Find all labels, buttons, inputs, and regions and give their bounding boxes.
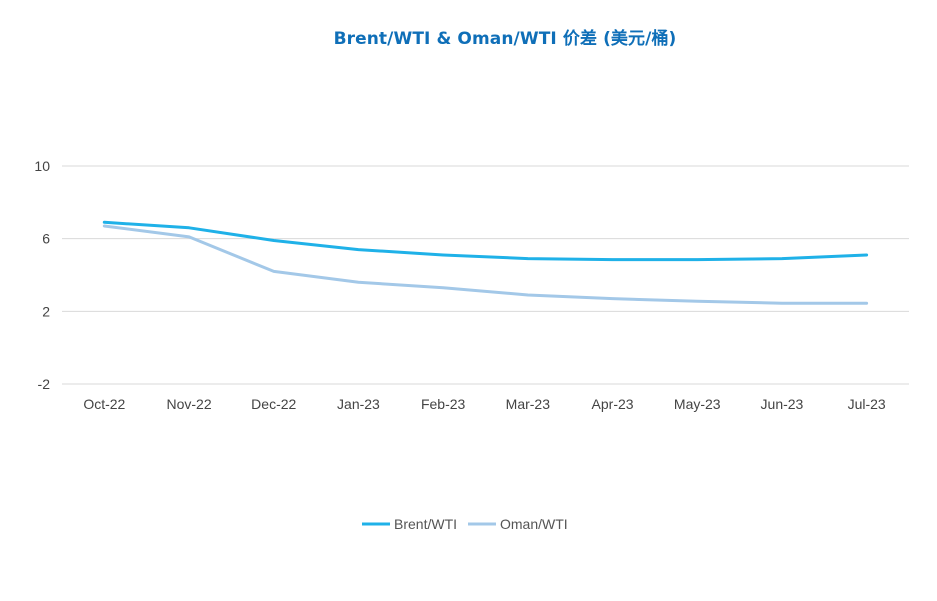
series-line-brent-wti	[102, 220, 869, 262]
x-tick-label: Nov-22	[166, 396, 211, 412]
series-line-oman-wti	[102, 224, 869, 305]
y-tick-label: 10	[34, 158, 50, 174]
y-tick-label: 6	[42, 231, 50, 247]
x-tick-label: Mar-23	[506, 396, 551, 412]
x-tick-label: Dec-22	[251, 396, 296, 412]
series-lines	[102, 220, 869, 305]
y-tick-label: 2	[42, 303, 50, 319]
x-tick-label: Jan-23	[337, 396, 380, 412]
chart-title: Brent/WTI & Oman/WTI 价差 (美元/桶)	[333, 29, 677, 49]
x-tick-label: May-23	[674, 396, 721, 412]
x-axis-ticks: Oct-22 Nov-22 Dec-22 Jan-23 Feb-23 Mar-23 Apr-…	[83, 396, 886, 412]
y-tick-label: -2	[38, 376, 51, 392]
x-tick-label: Oct-22	[83, 396, 125, 412]
y-axis-ticks: 10 6 2 -2	[34, 158, 50, 392]
x-tick-label: Jul-23	[848, 396, 886, 412]
legend-label: Brent/WTI	[394, 516, 457, 532]
x-tick-label: Feb-23	[421, 396, 466, 412]
legend: Brent/WTI Oman/WTI	[362, 516, 568, 532]
x-tick-label: Apr-23	[592, 396, 634, 412]
legend-label: Oman/WTI	[500, 516, 568, 532]
gridlines	[62, 165, 909, 385]
x-tick-label: Jun-23	[761, 396, 804, 412]
